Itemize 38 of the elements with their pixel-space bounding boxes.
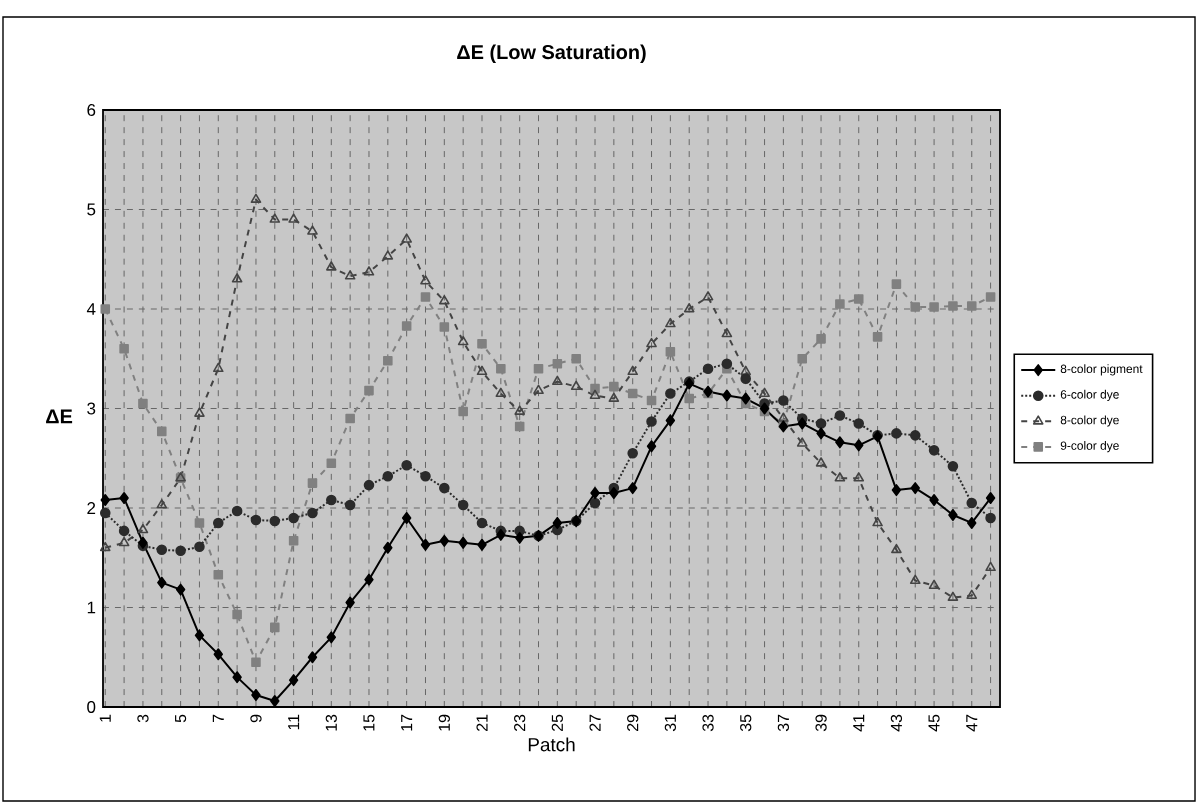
y-tick-label: 5 xyxy=(87,203,96,216)
x-tick-label: 45 xyxy=(928,714,940,732)
x-tick-label: 27 xyxy=(589,714,601,731)
x-tick-label: 11 xyxy=(288,714,300,730)
x-tick-label: 39 xyxy=(815,714,827,732)
x-tick-label: 1 xyxy=(99,714,111,722)
x-tick-label: 17 xyxy=(401,714,413,731)
legend-label: 8-color dye xyxy=(1060,415,1119,427)
x-tick-label: 5 xyxy=(175,714,187,723)
x-tick-label: 47 xyxy=(966,714,978,732)
x-tick-label: 41 xyxy=(853,714,865,732)
x-tick-label: 3 xyxy=(137,714,149,723)
x-tick-label: 33 xyxy=(702,714,714,732)
x-tick-label: 9 xyxy=(250,714,262,723)
y-axis-title: ΔE xyxy=(46,409,73,424)
legend-label: 6-color dye xyxy=(1060,389,1119,402)
x-tick-label: 37 xyxy=(777,714,790,732)
x-tick-label: 35 xyxy=(740,714,752,732)
y-tick-label: 2 xyxy=(87,502,96,514)
x-tick-label: 23 xyxy=(514,714,526,731)
legend-label: 9-color dye xyxy=(1060,441,1119,453)
x-tick-label: 29 xyxy=(627,714,639,731)
y-tick-label: 4 xyxy=(86,303,96,315)
x-tick-label: 43 xyxy=(890,714,903,732)
x-tick-label: 13 xyxy=(325,714,337,731)
x-tick-label: 21 xyxy=(476,714,488,731)
x-axis-title: Patch xyxy=(528,737,575,752)
y-tick-label: 3 xyxy=(87,402,96,415)
x-tick-label: 7 xyxy=(212,714,224,723)
x-tick-label: 25 xyxy=(551,714,563,731)
legend-label: 8-color pigment xyxy=(1060,364,1143,376)
y-tick-label: 0 xyxy=(87,701,96,713)
chart-title: ΔE (Low Saturation) xyxy=(457,44,646,64)
x-tick-label: 31 xyxy=(664,714,677,732)
x-tick-label: 15 xyxy=(363,714,375,731)
y-tick-label: 1 xyxy=(87,601,96,614)
y-tick-label: 6 xyxy=(87,104,96,116)
x-tick-label: 19 xyxy=(438,714,450,731)
